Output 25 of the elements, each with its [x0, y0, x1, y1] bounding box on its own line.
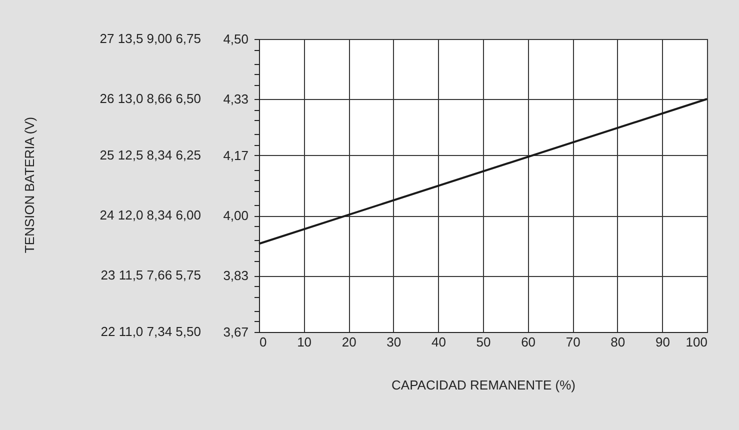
x-tick-label: 50 — [476, 334, 491, 350]
y-tick-label: 3,67 — [223, 324, 248, 340]
text: 27 13,5 9,00 6,75 — [100, 31, 201, 46]
x-tick-label: 20 — [342, 334, 356, 350]
text: TENSION BATERIA (V) — [22, 116, 37, 254]
x-tick-label: 60 — [521, 334, 536, 350]
x-tick-label: 80 — [610, 334, 626, 350]
x-axis-title: CAPACIDAD REMANENTE (%) — [392, 378, 576, 392]
text: 24 12,0 8,34 6,00 — [100, 208, 201, 223]
x-tick-label: 40 — [431, 334, 446, 350]
x-tick-label: 30 — [386, 334, 402, 350]
y-tick-label: 4,17 — [223, 148, 248, 163]
text: 22 11,0 7,34 5,50 — [100, 324, 201, 339]
x-tick-label: 100 — [686, 334, 708, 350]
x-tick-label: 70 — [566, 334, 580, 350]
y-tick-label: 3,83 — [223, 268, 248, 284]
x-tick-label: 90 — [655, 334, 670, 350]
text: 23 11,5 7,66 5,75 — [100, 268, 201, 283]
x-tick-label: 0 — [260, 334, 267, 350]
x-tick-label: 10 — [297, 334, 312, 350]
text: 25 12,5 8,34 6,25 — [100, 147, 201, 162]
y-tick-label: 4,33 — [223, 92, 248, 107]
y-tick-label: 4,00 — [223, 208, 248, 224]
y-tick-label: 4,50 — [223, 32, 248, 46]
text: 26 13,0 8,66 6,50 — [100, 91, 201, 106]
